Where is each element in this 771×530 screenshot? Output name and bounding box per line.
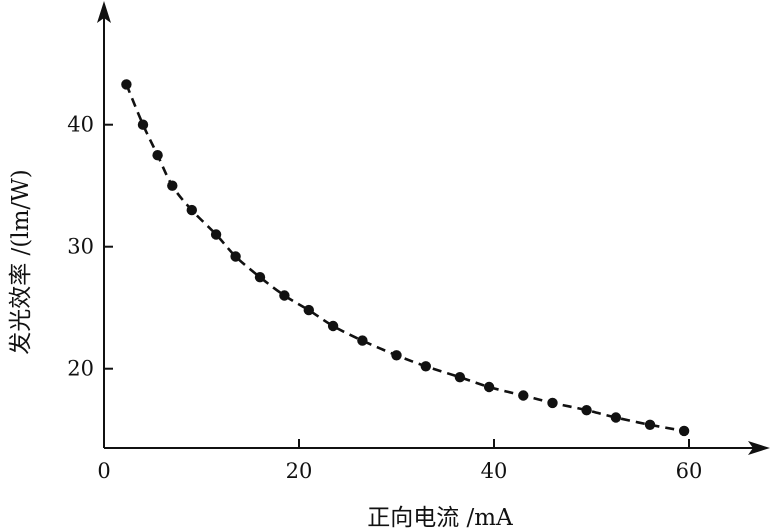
x-tick-label: 40: [481, 459, 508, 483]
x-tick-label: 20: [286, 459, 313, 483]
data-point: [518, 390, 529, 401]
data-point: [547, 397, 558, 409]
data-point: [581, 405, 592, 416]
data-point: [230, 251, 241, 262]
data-point: [454, 372, 466, 383]
y-tick-label: 20: [67, 357, 94, 381]
data-point: [391, 350, 402, 361]
y-axis-label: 发光效率 /(lm/W): [8, 169, 34, 355]
data-point: [610, 412, 622, 423]
y-axis: 20 30 40: [67, 1, 113, 448]
data-point: [327, 320, 339, 332]
y-tick-label: 40: [67, 113, 94, 137]
y-axis-arrow: [97, 1, 111, 23]
data-point: [357, 335, 368, 346]
data-point: [678, 425, 690, 437]
y-ticks: 20 30 40: [67, 113, 113, 381]
x-tick-label: 0: [97, 459, 110, 483]
y-tick-label: 30: [67, 235, 94, 259]
data-points: [121, 79, 690, 437]
data-point: [483, 381, 495, 393]
data-point: [210, 229, 222, 240]
data-point: [644, 419, 656, 430]
data-point: [121, 79, 132, 90]
data-point: [137, 119, 149, 130]
x-axis: 0 20 40 60: [97, 439, 770, 483]
data-point: [254, 272, 266, 283]
data-point: [167, 180, 178, 191]
x-tick-label: 60: [676, 459, 703, 483]
x-axis-label: 正向电流 /mA: [367, 505, 513, 530]
data-point: [152, 150, 163, 161]
data-point: [186, 204, 197, 216]
data-point: [420, 361, 431, 372]
fit-curve: [125, 83, 685, 433]
x-axis-arrow: [748, 441, 770, 455]
x-ticks: 0 20 40 60: [97, 439, 702, 483]
data-point: [279, 290, 290, 301]
data-point: [303, 304, 314, 316]
